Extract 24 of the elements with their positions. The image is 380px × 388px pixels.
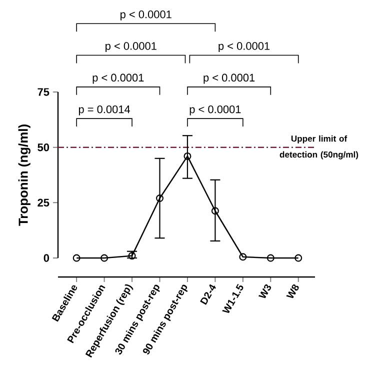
annotation: p < 0.0001	[190, 105, 241, 116]
point	[239, 253, 247, 261]
point	[156, 194, 164, 202]
text: p < 0.0001	[218, 42, 270, 52]
x-tick-label: W3	[258, 284, 272, 298]
text: p < 0.0001	[92, 74, 144, 84]
point	[100, 254, 108, 262]
text: p < 0.0001	[120, 10, 172, 20]
text: p < 0.0001	[106, 42, 156, 52]
x-tick-label: W8	[286, 284, 299, 298]
point	[266, 254, 274, 262]
y-tick-label: 0	[44, 254, 50, 262]
y-tick-label: 25	[38, 198, 50, 207]
y-tick-label: 50	[38, 143, 50, 152]
y-tick-label: 75	[38, 88, 50, 96]
point	[128, 252, 136, 260]
point	[211, 207, 219, 215]
point	[294, 254, 302, 262]
point	[184, 152, 192, 160]
y-axis-title: Troponin (ng/ml)	[18, 124, 30, 226]
annotation: p = 0.0014	[78, 105, 130, 116]
text: p < 0.0001	[204, 74, 255, 84]
point	[72, 254, 80, 262]
ref-line-label: Upper limit of detection (50ng/ml)	[280, 135, 358, 160]
